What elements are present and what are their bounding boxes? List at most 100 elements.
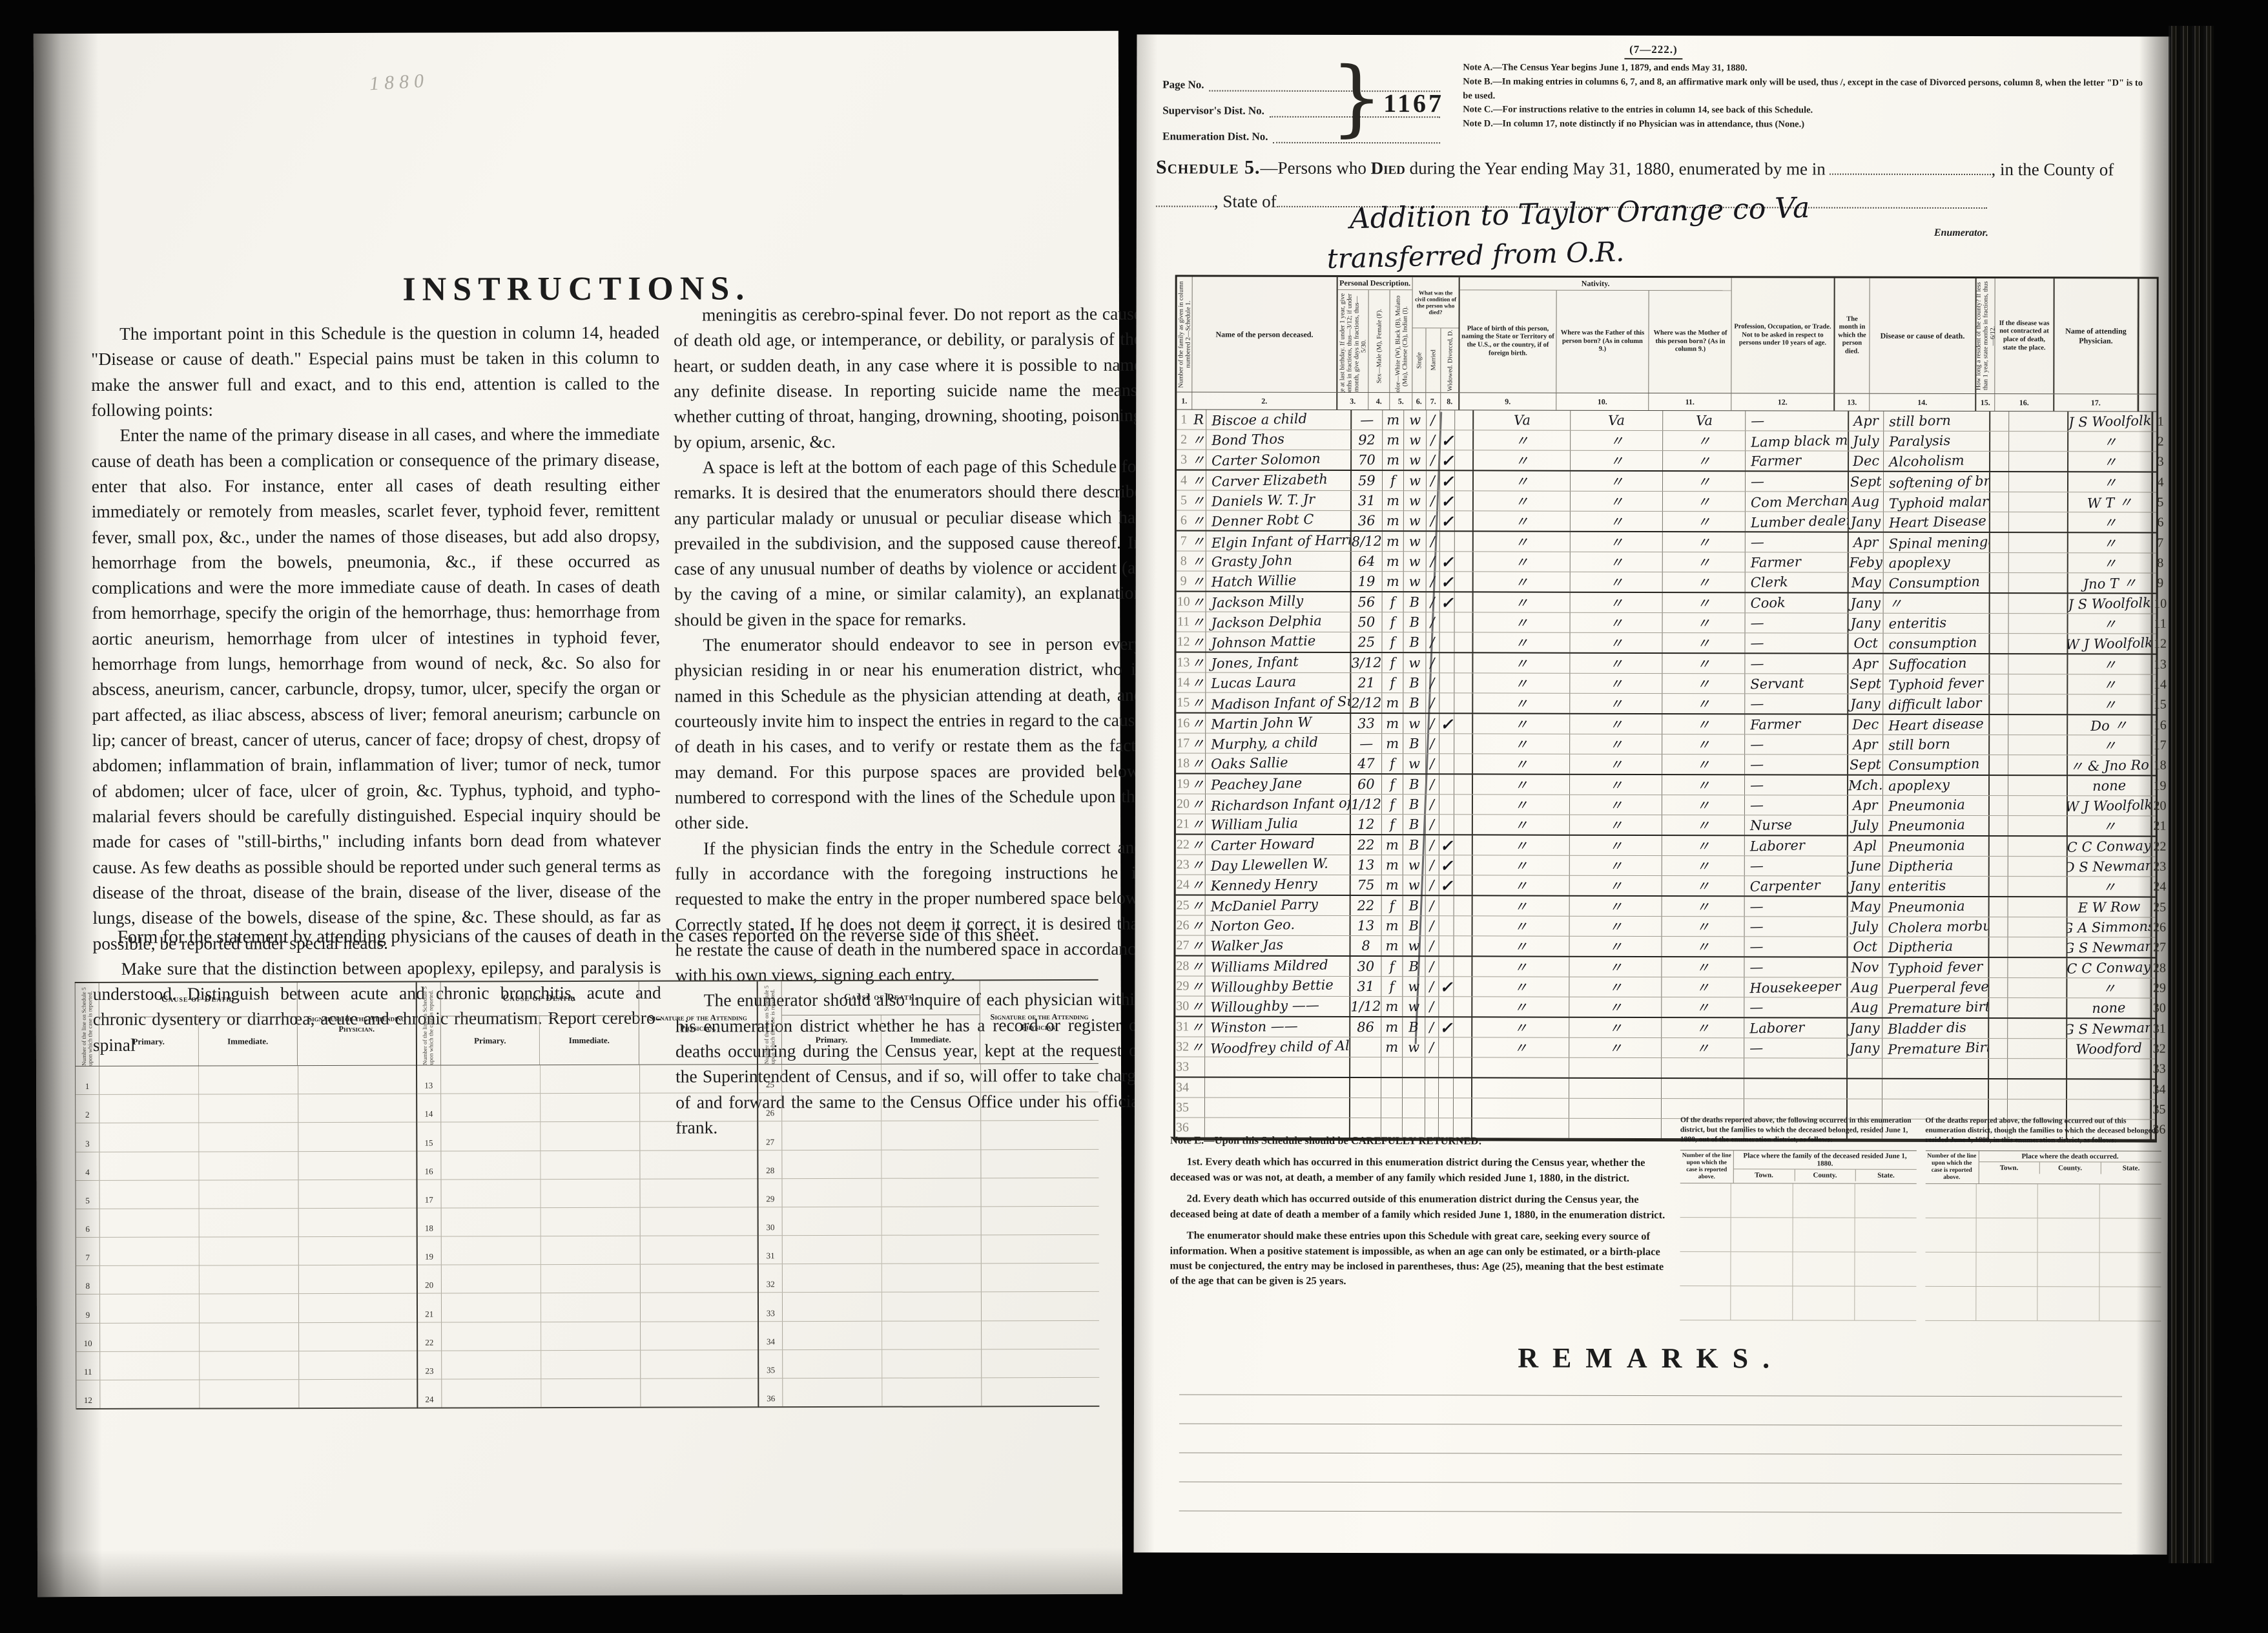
- primary-cause-cell: [441, 1150, 541, 1180]
- handwritten-sex: m: [1385, 715, 1399, 732]
- handwritten-father: 〃: [1609, 453, 1624, 470]
- signature-cell: [640, 1150, 758, 1179]
- cell-physician: W J Woolfolk: [2067, 796, 2151, 816]
- immediate-cause-cell: [881, 1092, 982, 1121]
- cell-name: Williams Mildred: [1205, 956, 1351, 977]
- form-line-number: 19: [417, 1236, 442, 1265]
- row-number: 30: [2150, 998, 2167, 1018]
- handwritten-color: B: [1408, 816, 1419, 833]
- cell-widowed: [1455, 450, 1474, 470]
- column-number-strip: [2138, 394, 2154, 411]
- cell-resident: [1990, 674, 2009, 694]
- handwritten-single: /: [1430, 675, 1436, 691]
- cell-cause: softening of brain: [1883, 472, 1991, 492]
- handwritten-month: Sept: [1850, 676, 1882, 692]
- cell-sex: [1381, 1098, 1403, 1118]
- table-row: 34 34: [1175, 1077, 2167, 1100]
- cell-physician: 〃: [2068, 512, 2152, 532]
- handwritten-color: w: [1408, 432, 1421, 448]
- cell-married: ✓: [1439, 835, 1454, 855]
- table-row: 3 〃 Carter Solomon 70 m w / ✓ 〃〃〃 Farmer Dec Alcoho…: [1177, 450, 2169, 473]
- cell-color: B: [1403, 815, 1426, 835]
- cell-married: [1439, 693, 1455, 713]
- side-table-row: [1680, 1285, 1916, 1321]
- handwritten-color: w: [1408, 574, 1421, 590]
- cell-color: w: [1403, 977, 1426, 997]
- cell-color: w: [1403, 754, 1427, 774]
- handwritten-occupation: —: [1750, 413, 1765, 429]
- handwritten-age: 22: [1357, 897, 1375, 914]
- cell-resident: [1989, 937, 2008, 957]
- immediate-cause-cell: [541, 1179, 641, 1208]
- handwritten-fam: 〃: [1190, 877, 1205, 893]
- primary-cause-cell: [441, 1208, 541, 1236]
- form-line-number: 2: [76, 1095, 100, 1123]
- handwritten-name: Bond Thos: [1211, 431, 1285, 449]
- handwritten-single: /: [1429, 999, 1435, 1015]
- deaths-in-district-table: Of the deaths reported above, the follow…: [1680, 1116, 1917, 1321]
- form-row: 34: [759, 1320, 1100, 1350]
- handwritten-birthplace: 〃: [1514, 817, 1529, 833]
- cell-month: Dec: [1848, 714, 1884, 734]
- primary-cause-cell: [441, 1379, 542, 1408]
- form-row: 35: [759, 1349, 1100, 1379]
- cell-fam: 〃: [1190, 935, 1206, 955]
- handwritten-birthplace: 〃: [1514, 534, 1529, 550]
- form-line-number: 23: [417, 1351, 442, 1379]
- primary-cause-cell: [100, 1380, 200, 1409]
- cell-fam: 〃: [1190, 510, 1206, 530]
- state-header: State.: [2122, 1164, 2140, 1172]
- handwritten-sex: m: [1385, 735, 1399, 752]
- cell-month: Mch.: [1848, 775, 1884, 795]
- primary-cause-cell: [783, 1378, 883, 1407]
- primary-cause-cell: [783, 1321, 883, 1349]
- form-line-number: 4: [76, 1152, 100, 1180]
- table-row: 32 〃 Woodfrey child of Alice m w / 〃〃〃 — Jany Pre…: [1175, 1037, 2167, 1059]
- handwritten-cause: apoplexy: [1888, 554, 1950, 572]
- primary-cause-cell: [100, 1351, 200, 1380]
- signature-cell: [298, 1180, 416, 1208]
- cell-occupation: —: [1744, 937, 1848, 957]
- handwritten-name: Woodfrey child of Alice: [1210, 1037, 1351, 1057]
- cell-place: [2008, 573, 2068, 593]
- handwritten-color: w: [1408, 979, 1420, 995]
- side-table-cell: [1731, 1217, 1793, 1251]
- primary-cause-cell: [99, 1180, 200, 1209]
- cell-color: w: [1403, 936, 1426, 956]
- handwritten-married: ✓: [1439, 1017, 1453, 1037]
- form-line-number: 1: [76, 1066, 100, 1095]
- immediate-cause-cell: [199, 1237, 299, 1265]
- cell-mother: 〃: [1662, 694, 1746, 714]
- cell-month: Dec: [1849, 451, 1884, 471]
- handwritten-age: 8/12: [1351, 533, 1383, 550]
- cell-resident: [1990, 472, 2010, 492]
- handwritten-single: /: [1430, 534, 1436, 550]
- cell-married: ✓: [1439, 855, 1454, 875]
- cell-color: w: [1403, 653, 1427, 673]
- row-number-left: 33: [1176, 1059, 1190, 1074]
- signature-cell: [982, 1378, 1100, 1406]
- remarks-rule: [1179, 1452, 2122, 1455]
- cell-sex: [1381, 1057, 1403, 1077]
- form-row: 15: [417, 1121, 758, 1152]
- handwritten-physician: D S Newman: [2067, 857, 2151, 876]
- row-number: 11: [2151, 614, 2168, 634]
- cell-resident: [1990, 735, 2009, 755]
- handwritten-father: 〃: [1609, 473, 1624, 490]
- handwritten-physician: Do 〃: [2090, 717, 2129, 734]
- cell-father: 〃: [1569, 896, 1662, 917]
- remarks-rule: [1179, 1394, 2123, 1397]
- handwritten-cause: Paralysis: [1888, 432, 1951, 450]
- handwritten-mother: 〃: [1695, 1020, 1710, 1037]
- handwritten-fam: 〃: [1190, 959, 1204, 975]
- handwritten-physician: 〃: [2103, 515, 2117, 531]
- handwritten-month: Nov: [1851, 959, 1879, 976]
- handwritten-fam: 〃: [1191, 493, 1206, 509]
- handwritten-color: B: [1408, 796, 1419, 813]
- handwritten-sex: m: [1386, 432, 1400, 448]
- handwritten-single: /: [1430, 554, 1436, 570]
- handwritten-age: 1/12: [1350, 796, 1382, 813]
- handwritten-birthplace: 〃: [1514, 999, 1528, 1015]
- cell-place: [2008, 1039, 2068, 1059]
- handwritten-mother: 〃: [1696, 919, 1710, 935]
